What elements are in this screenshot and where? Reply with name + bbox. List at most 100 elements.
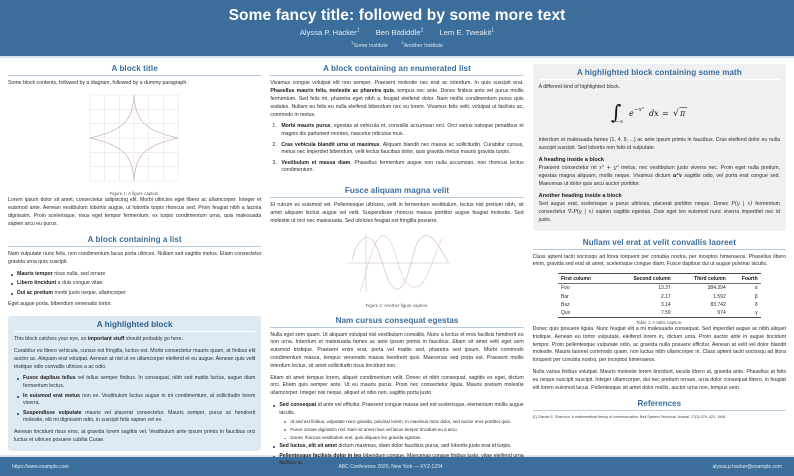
h1-text-pre: Praesent consectetur mi <box>538 165 600 172</box>
enum-intro-pre: Vivamus congue volutpat elit non semper.… <box>270 80 524 87</box>
block-highlighted-math: A highlighted block containing some math… <box>532 64 786 231</box>
h2-math-1: P(y | x) <box>731 201 753 208</box>
institute-2-name: Another Institute <box>403 43 443 49</box>
institute-2: 2Another Institute <box>401 40 443 49</box>
star-path <box>90 95 179 182</box>
figure-2-caption: Figure 2: Another figure caption. <box>365 302 429 308</box>
highlight-intro-bold: important stuff <box>87 336 125 343</box>
block-enumerated-list: A block containing an enumerated list Vi… <box>270 64 524 179</box>
block-title-right-1: A highlighted block containing some math <box>538 68 780 81</box>
table-cell: Baz <box>560 301 570 308</box>
table-row: Baz 3.14 83.742 δ <box>558 301 761 309</box>
cosine-curve <box>359 235 443 292</box>
table-col-header: Fourth <box>728 273 761 285</box>
left-intro-paragraph: Some block contents, followed by a diagr… <box>8 80 188 87</box>
mid-nam-paragraph-2: Etiam sit amet tempus lorem, aliquet con… <box>270 374 524 397</box>
footer-email-link[interactable]: alyssa.p.hacker@example.com <box>712 463 782 470</box>
h1-text-mid: metus, nec vestibulum justo viverra nec.… <box>538 165 780 180</box>
institute-1-mark: 1 <box>351 40 354 46</box>
references-title: References <box>532 399 786 412</box>
list-item: Sed luctus, elit sit amet dictum maximus… <box>273 443 523 451</box>
right-sub-heading-1: A heading inside a block <box>538 156 605 163</box>
mid-nam-paragraph-1: Nulla eget sem quam. Ut aliquam volutpat… <box>270 331 524 369</box>
table-cell: 13.37 <box>658 285 671 292</box>
author-list: Alyssa P. Hacker1 Ben Bitdiddle2 Lem E. … <box>0 28 794 38</box>
list-item-rest: risus nulla, sed ornare <box>52 271 106 278</box>
right-after-table-paragraph-2: Nulla varius finibus volutpat. Mauris mo… <box>532 368 786 391</box>
sine-curve <box>351 234 449 289</box>
institute-1-name: Some Institute <box>353 43 388 49</box>
page-title: Some fancy title: followed by some more … <box>228 7 566 24</box>
author-1-mark: 1 <box>356 27 360 34</box>
h1-math-1: x² + y² <box>599 165 619 172</box>
gaussian-integral-equation: ∫ ∞ −∞ e −x² dx = √ π <box>539 99 780 130</box>
list-item-rest: non ex. Vestibulum luctus augue in mi co… <box>23 392 256 407</box>
block-nullam-vel-erat: Nullam vel erat at velit convallis laore… <box>532 238 786 393</box>
sinusoid-plot <box>347 233 450 292</box>
block-title-mid-3: Nam cursus consequat egestas <box>270 316 524 328</box>
enum-intro-post: , tempus nec ante. Donec finibus ante ve… <box>270 88 524 118</box>
h2-text-pre: Sed augue erat, scelerisque a purus ultr… <box>538 201 732 208</box>
block-nam-cursus-consequat-egestas: Nam cursus consequat egestas Nulla eget … <box>270 316 524 473</box>
block-title-left-3: A highlighted block <box>14 320 256 333</box>
table-cell: α <box>754 285 758 292</box>
mid-nam-sublist: Id sed est finibus, vulputate nunc gravi… <box>279 419 523 442</box>
sub-list-item: Id sed est finibus, vulputate nunc gravi… <box>284 419 523 426</box>
right-nullam-paragraph: Class aptent taciti sociosqu ad litora t… <box>532 253 786 268</box>
highlight-intro-post: should probably go here. <box>124 336 183 343</box>
figure-1: Figure 1: A figure caption. <box>8 92 261 196</box>
table-cell: 3.14 <box>660 301 671 308</box>
left-highlight-intro: This block catches your eye, so importan… <box>14 336 255 344</box>
list-item-rest: , egestas at vehicula et, convallis accu… <box>281 123 524 138</box>
data-table: First column Second column Third column … <box>557 273 761 318</box>
list-item-rest: bibendum congue. Maecenas congue finibus… <box>279 452 524 467</box>
right-heading-2-paragraph: Sed augue erat, scelerisque a purus ultr… <box>539 201 780 224</box>
block-title-mid-2: Fusce aliquam magna velit <box>270 186 524 199</box>
left-dummy-paragraph: Lorem ipsum dolor sit amet, consectetur … <box>8 197 262 227</box>
table-col-header: Third column <box>673 273 729 285</box>
left-highlight-list: Fusce dapibus tellus vel tellus semper f… <box>14 375 255 425</box>
block-title-left-2: A block containing a list <box>8 235 262 248</box>
table-cell: Qux <box>557 308 611 318</box>
block-title-mid-1: A block containing an enumerated list <box>270 64 524 77</box>
sub-list-item: Donec rhoncus vestibulum erat, quis aliq… <box>284 435 523 442</box>
table-row: Qux 7.59 974 γ <box>557 308 761 318</box>
block-references: References [1] Claude E. Shannon. A math… <box>532 399 786 420</box>
table-cell: 7.59 <box>610 308 674 318</box>
list-item-rest: id ante vel efficitur. Praesent congue m… <box>279 402 524 416</box>
table-cell: Bar <box>560 293 569 300</box>
enum-intro-bold: Phasellus mauris felis, molestie ac phar… <box>270 88 394 95</box>
list-item: Vestibulum et massa diam. Phasellus ferm… <box>272 160 523 176</box>
footer-website-link[interactable]: https://www.example.com <box>12 463 69 470</box>
list-item-lead: Pellentesque facilisis dolor in leo <box>279 452 362 459</box>
table-col-header: First column <box>557 273 611 285</box>
author-2: Ben Bitdiddle2 <box>376 28 424 38</box>
table-wrapper: First column Second column Third column … <box>557 273 761 325</box>
institute-list: 1Some Institute 2Another Institute <box>0 40 794 49</box>
block-a-highlighted-block: A highlighted block This block catches y… <box>8 316 262 451</box>
integral-upper-limit: ∞ <box>617 103 621 109</box>
list-item-rest: vel tellus semper finibus. In consequat,… <box>23 375 256 390</box>
right-sub-heading-2: Another heading inside a block <box>538 192 622 199</box>
list-item-lead: Morbi mauris purus <box>281 123 331 130</box>
institute-2-mark: 2 <box>401 40 404 46</box>
right-heading-1-paragraph: Praesent consectetur mi x² + y² metus, n… <box>539 165 780 188</box>
table-body: Foo 13.37 384.394 α Bar 2.17 1.592 β <box>557 284 761 318</box>
h2-text-post: sapien sagittis egestas. Duis eget leo e… <box>538 209 780 223</box>
mid-enumerated-list: Morbi mauris purus, egestas at vehicula … <box>270 123 523 175</box>
exponent: −x² <box>634 106 644 113</box>
middle-column: A block containing an enumerated list Vi… <box>270 64 524 466</box>
h2-math-2: ∇ₓP(y | x) <box>567 209 594 216</box>
list-item: Sed consequat id ante vel efficitur. Pra… <box>273 402 524 442</box>
h1-math-2: uᵀv <box>672 173 683 180</box>
block-a-block-title: A block title Some block contents, follo… <box>8 64 262 228</box>
mid-fusce-paragraph: Et rutrum ex euismod vel. Pellentesque u… <box>270 202 524 224</box>
sqrt-pi: √ <box>673 108 679 119</box>
list-item-rest: . Aliquam blandit nec massa ac sollicitu… <box>281 141 524 156</box>
list-item-lead: In euismod erat metus <box>23 392 81 399</box>
table-caption: Table 1: A table caption. <box>636 320 683 325</box>
block-fusce-aliquam-magna-velit: Fusce aliquam magna velit Et rutrum ex e… <box>270 186 524 308</box>
table-head: First column Second column Third column … <box>557 273 761 285</box>
highlight-intro-pre: This block catches your eye, so <box>14 336 88 343</box>
